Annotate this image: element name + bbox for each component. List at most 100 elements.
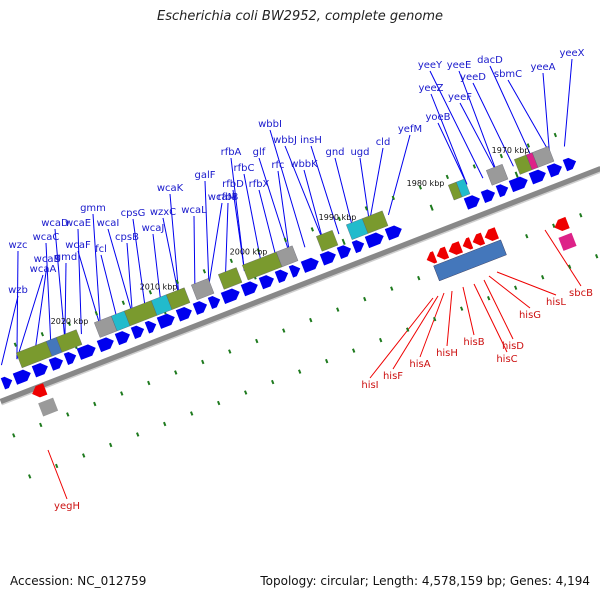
far-inner-tick	[595, 254, 599, 259]
label-leader-hisf	[392, 295, 439, 370]
forward-gene-arrow	[96, 337, 114, 353]
far-inner-tick	[190, 411, 194, 416]
label-leader-yegh	[47, 449, 68, 500]
gene-label-hisb: hisB	[463, 337, 484, 348]
reverse-gene-arrow	[472, 232, 486, 246]
outer-tick	[553, 132, 558, 138]
label-leader-wcae	[77, 228, 82, 335]
far-inner-tick	[163, 421, 167, 427]
gene-label-hisa: hisA	[409, 359, 430, 370]
label-leader-ugd	[359, 157, 370, 223]
outer-tick	[148, 290, 153, 295]
reverse-gene-arrow	[484, 227, 499, 241]
gene-label-yegh: yegH	[54, 501, 80, 512]
forward-gene-arrow	[336, 245, 352, 259]
inner-tick	[66, 412, 70, 417]
label-leader-wcak	[169, 193, 180, 297]
label-leader-hisl	[496, 271, 557, 296]
label-leader-wbbk	[303, 169, 324, 241]
gene-label-yeey: yeeY	[418, 60, 443, 71]
outer-tick	[94, 311, 99, 316]
cog-block	[276, 245, 299, 268]
gene-label-wcac: wcaC	[33, 232, 60, 243]
label-leader-wcaj	[152, 233, 162, 304]
label-leader-yeea	[542, 72, 550, 153]
label-leader-yefm	[387, 134, 411, 215]
reverse-gene-arrow	[426, 251, 438, 264]
gene-label-yeez: yeeZ	[418, 83, 443, 94]
gene-label-wcaa: wcaA	[30, 264, 57, 275]
forward-gene-arrow	[300, 257, 319, 273]
label-leader-sbcb	[544, 229, 582, 287]
outer-tick	[418, 185, 423, 190]
far-inner-tick	[55, 463, 59, 469]
gene-label-hisl: hisL	[546, 297, 566, 308]
gene-label-dacd: dacD	[477, 55, 503, 66]
label-leader-rfbx	[258, 189, 277, 259]
outer-tick	[202, 269, 207, 274]
inner-tick	[39, 422, 43, 428]
forward-gene-arrow	[288, 264, 301, 278]
kbp-label-1990-kbp: 1990 kbp	[319, 213, 357, 222]
forward-gene-arrow	[508, 176, 528, 193]
label-leader-yeee	[458, 70, 498, 173]
genome-backbone-shadow	[1, 171, 600, 406]
gene-label-sbmc: sbmC	[494, 69, 522, 80]
label-leader-sbmc	[507, 79, 550, 153]
label-leader-hish	[446, 290, 453, 347]
cog-block	[486, 164, 509, 186]
far-inner-tick	[82, 453, 86, 458]
forward-gene-arrow	[351, 240, 365, 254]
label-leader-dacd	[489, 65, 533, 160]
gene-label-hisg: hisG	[519, 310, 541, 321]
outer-tick	[337, 216, 342, 222]
label-leader-cld	[368, 147, 384, 223]
kbp-label-1980-kbp: 1980 kbp	[407, 179, 445, 188]
gene-label-wzb: wzb	[8, 285, 28, 296]
gene-label-wcab: wcaB	[34, 254, 61, 265]
forward-gene-arrow	[63, 351, 77, 365]
forward-gene-arrow	[258, 275, 274, 290]
gene-label-yoeb: yoeB	[425, 112, 450, 123]
label-leader-gmd	[64, 262, 67, 341]
far-inner-tick	[217, 400, 221, 406]
outer-tick	[445, 174, 450, 180]
far-inner-tick	[487, 295, 491, 301]
cog-block	[218, 267, 243, 290]
label-leader-wbbj	[284, 145, 324, 241]
forward-gene-arrow	[319, 251, 336, 266]
outer-tick	[472, 164, 477, 169]
inner-tick	[579, 213, 583, 218]
far-inner-tick	[271, 379, 275, 385]
gene-label-wbbj: wbbJ	[273, 135, 297, 146]
gene-label-rfc: rfc	[271, 160, 284, 171]
reverse-gene-arrow	[32, 383, 48, 398]
forward-gene-arrow	[562, 157, 577, 172]
cog-block	[558, 232, 577, 251]
reverse-gene-arrow	[462, 237, 474, 250]
label-leader-cpsg	[132, 218, 146, 310]
gene-label-rfbb: rfbB	[218, 192, 239, 203]
kbp-label-2020-kbp: 2020 kbp	[51, 317, 89, 326]
gene-label-wcam: wcaM	[208, 192, 236, 203]
cog-block	[532, 146, 555, 168]
forward-gene-arrow	[463, 195, 480, 210]
label-leader-yoeb	[437, 122, 468, 185]
topology-label: Topology: circular; Length: 4,578,159 bp…	[260, 574, 590, 588]
forward-gene-arrow	[274, 269, 289, 284]
gene-label-wcai: wcaI	[97, 218, 120, 229]
gene-label-wcaf: wcaF	[65, 240, 91, 251]
his-operon-cog-block	[433, 239, 507, 282]
inner-tick	[201, 359, 205, 365]
label-leader-rfc	[277, 170, 290, 254]
gene-label-yeex: yeeX	[559, 48, 584, 59]
label-leader-hisc	[473, 283, 508, 353]
label-leader-hisd	[483, 279, 514, 340]
forward-gene-arrow	[207, 296, 221, 310]
gene-label-yeea: yeeA	[530, 62, 555, 73]
outer-tick	[391, 195, 396, 201]
gene-label-cpsb: cpsB	[115, 232, 139, 243]
accession-label: Accession: NC_012759	[10, 574, 147, 588]
forward-gene-arrow	[384, 225, 402, 241]
